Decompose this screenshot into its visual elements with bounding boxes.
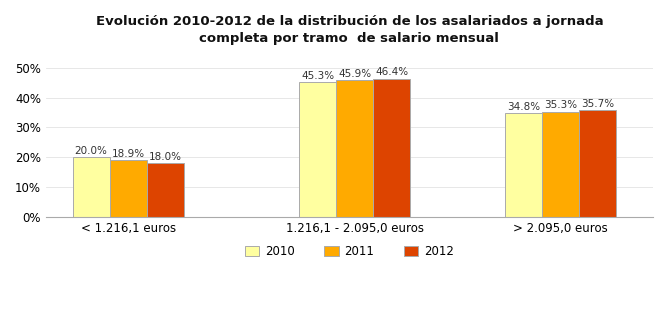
Bar — [147, 163, 184, 216]
Bar — [373, 79, 410, 216]
Bar — [505, 113, 542, 216]
Bar — [579, 111, 616, 216]
Text: 45.9%: 45.9% — [338, 69, 371, 79]
Text: 35.7%: 35.7% — [581, 99, 614, 109]
Text: 20.0%: 20.0% — [75, 146, 108, 156]
Bar — [299, 82, 336, 216]
Text: 45.3%: 45.3% — [301, 71, 334, 81]
Bar — [110, 160, 147, 216]
Bar — [73, 157, 110, 216]
Text: 46.4%: 46.4% — [375, 67, 408, 77]
Text: 35.3%: 35.3% — [544, 100, 577, 111]
Title: Evolución 2010-2012 de la distribución de los asalariados a jornada
completa por: Evolución 2010-2012 de la distribución d… — [96, 15, 603, 45]
Bar — [336, 80, 373, 216]
Text: 18.0%: 18.0% — [149, 152, 182, 162]
Legend: 2010, 2011, 2012: 2010, 2011, 2012 — [240, 241, 458, 263]
Text: 18.9%: 18.9% — [112, 149, 145, 159]
Text: 34.8%: 34.8% — [507, 102, 540, 112]
Bar — [542, 112, 579, 216]
